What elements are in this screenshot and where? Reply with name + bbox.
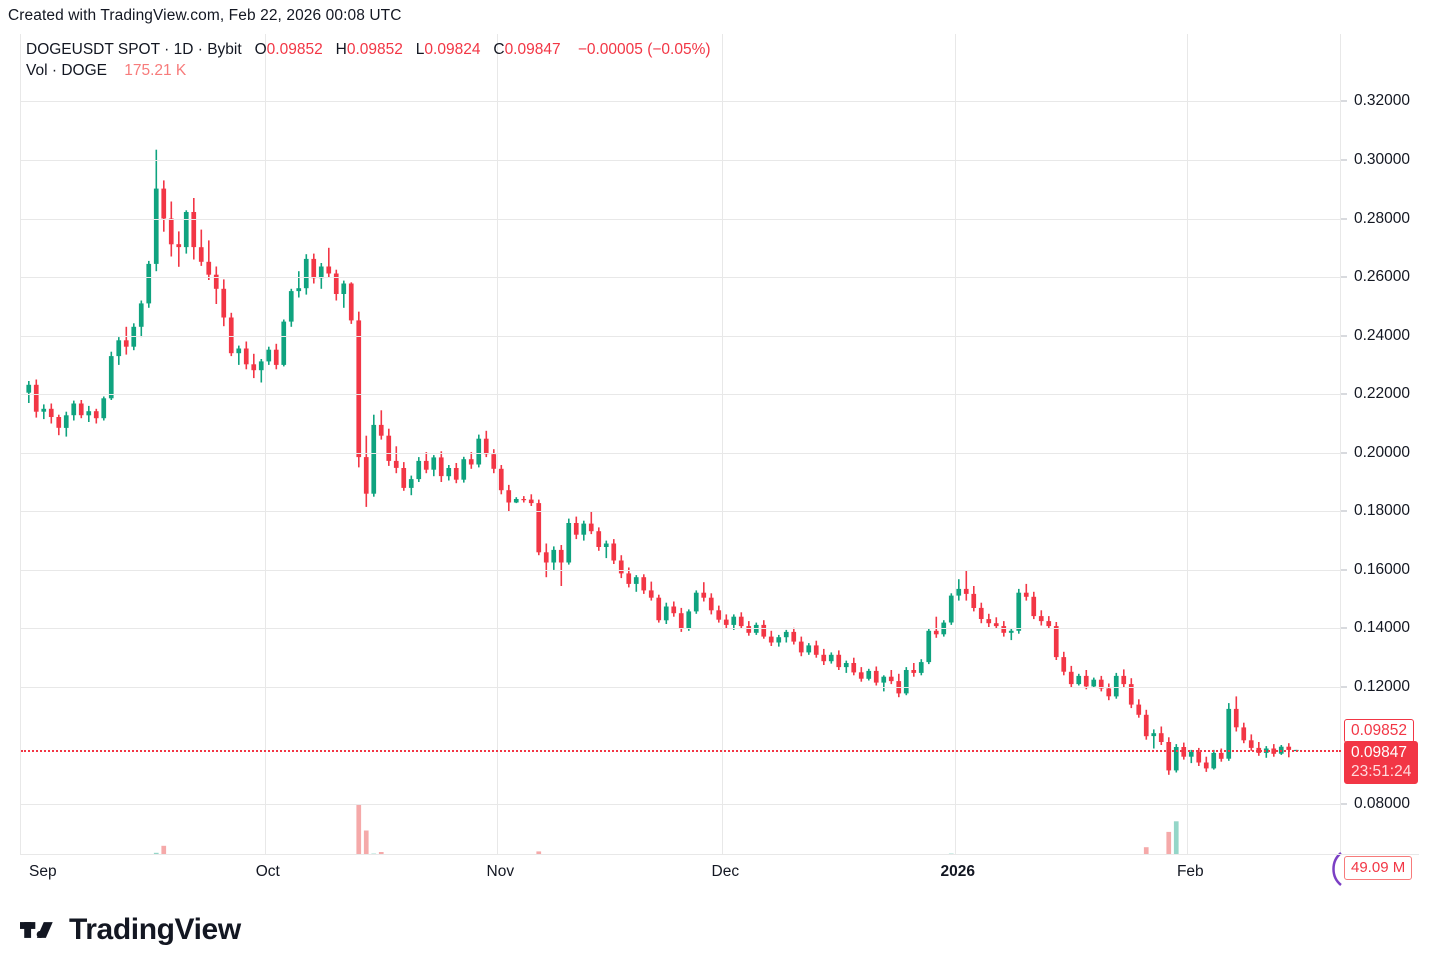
gridline-horizontal [21,804,1341,806]
price-tick-dash [1341,627,1347,629]
gridline-vertical [954,34,956,854]
gridline-horizontal [21,335,1341,337]
last-price-value: 0.09847 [1351,744,1408,762]
chart-frame: 0.32000 0.30000 0.28000 0.26000 0.24000 0.220… [20,34,1419,889]
volume-badge-value: 49.09 M [1351,859,1406,876]
price-tick-label: 0.16000 [1354,560,1411,578]
gridline-horizontal [21,277,1341,278]
gridline-horizontal [21,218,1341,220]
price-tick-dash [1341,100,1347,102]
gridline-horizontal [21,394,1341,396]
price-tick-label: 0.26000 [1354,268,1411,285]
price-tick-label: 0.08000 [1354,795,1411,813]
time-tick-label: Dec [711,863,740,880]
price-tick-label: 0.24000 [1354,326,1411,344]
time-tick-label: Nov [486,863,515,880]
previous-close-badge: 0.09852 [1344,719,1415,744]
price-tick-label: 0.28000 [1354,209,1411,227]
gridline-vertical [264,34,266,854]
volume-arc-icon [1332,852,1342,886]
gridline-vertical [1187,34,1189,854]
gridline-horizontal [21,628,1341,630]
gridline-vertical [722,34,724,854]
price-tick-label: 0.12000 [1354,678,1411,695]
gridline-horizontal [21,687,1341,688]
price-tick-dash [1341,452,1347,454]
tradingview-wordmark: TradingView [69,913,241,946]
price-tick-dash [1341,335,1347,337]
price-tick-label: 0.14000 [1354,619,1411,637]
credit-line: Created with TradingView.com, Feb 22, 20… [8,7,402,24]
price-axis[interactable]: 0.32000 0.30000 0.28000 0.26000 0.24000 0.220… [1332,34,1420,886]
gridline-horizontal [21,511,1341,513]
candlestick-series [26,149,1299,775]
price-tick-dash [1341,686,1347,688]
gridline-vertical [497,34,499,854]
time-tick-label: Sep [29,863,57,880]
price-tick-dash [1341,218,1347,219]
price-tick-label: 0.20000 [1354,443,1411,461]
price-tick-dash [1341,510,1347,512]
price-tick-dash [1341,569,1347,571]
time-tick-label: Feb [1176,863,1204,880]
price-tick-label: 0.18000 [1354,502,1411,520]
last-price-badge: 0.09847 23:51:24 [1344,741,1419,785]
tradingview-mark-icon [20,922,53,939]
price-tick-label: 0.30000 [1354,150,1411,168]
time-axis[interactable]: Sep Oct Nov Dec 2026 Feb [20,854,1419,890]
price-tick-dash [1341,393,1347,395]
tradingview-logo[interactable]: TradingView [20,915,241,945]
gridline-horizontal [21,452,1341,454]
gridline-horizontal [21,159,1341,161]
bar-countdown: 23:51:24 [1351,763,1412,781]
time-tick-label: 2026 [940,863,976,880]
price-tick-dash [1341,803,1347,805]
time-tick-label: Oct [255,863,280,880]
chart-plot-area[interactable] [20,34,1341,854]
gridline-horizontal [21,101,1341,103]
price-tick-dash [1341,276,1347,278]
volume-badge: 49.09 M [1344,856,1413,880]
price-tick-label: 0.32000 [1354,92,1411,110]
price-tick-dash [1341,159,1347,161]
price-tick-label: 0.22000 [1354,385,1411,403]
gridline-horizontal [21,569,1341,571]
current-price-line [21,750,1341,752]
volume-series [153,804,1179,854]
previous-close-value: 0.09852 [1351,722,1408,740]
